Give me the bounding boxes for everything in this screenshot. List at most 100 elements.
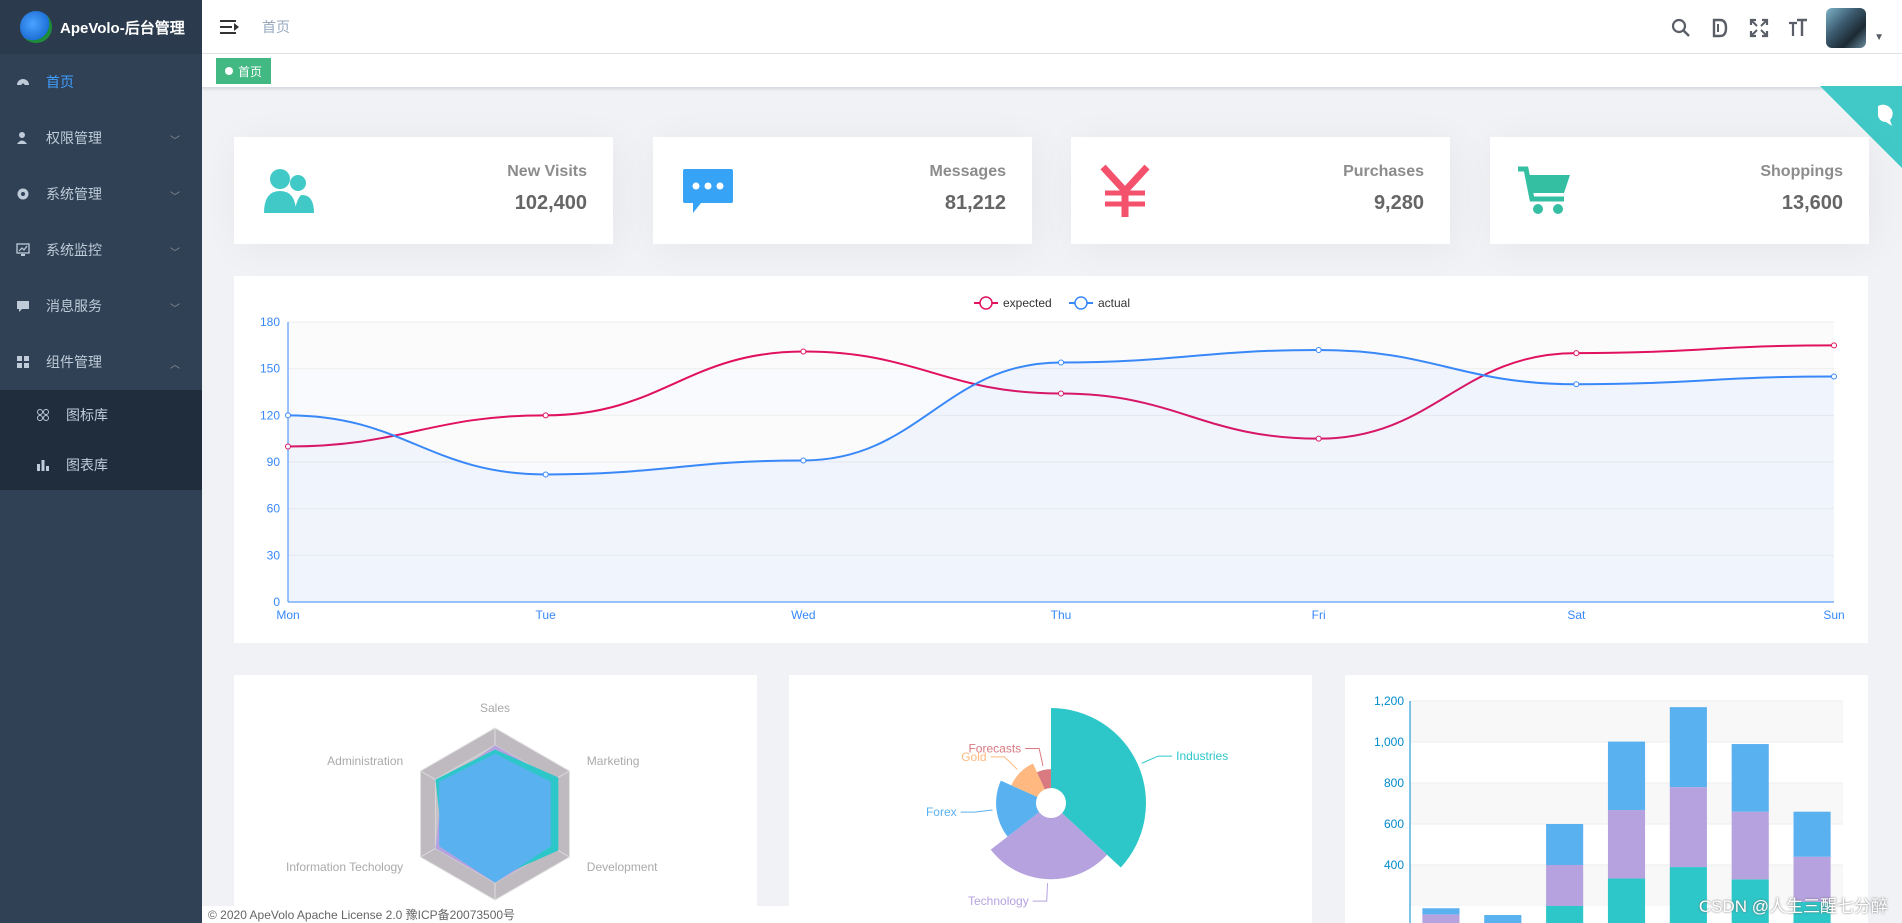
radar-series — [439, 753, 551, 883]
sidebar-item-monitor[interactable]: 系统监控 ﹀ — [0, 222, 202, 278]
footer: © 2020 ApeVolo Apache License 2.0 豫ICP备2… — [202, 906, 902, 923]
breadcrumb[interactable]: 首页 — [262, 18, 290, 35]
legend-marker — [1074, 296, 1088, 310]
radar-indicator-label: Administration — [327, 754, 403, 768]
pie-label: Technology — [968, 894, 1029, 908]
line-chart-panel: 0 30 60 90 120 150 180 Mon Tue Wed Thu Fri Sat Sun exp… — [234, 276, 1868, 643]
card-label: Messages — [929, 163, 1007, 180]
bar-segment — [1793, 811, 1831, 857]
pie-label: Forex — [926, 805, 957, 819]
fullscreen-icon[interactable] — [1748, 17, 1770, 39]
pie-label: Forecasts — [968, 741, 1021, 755]
bar-segment — [1793, 856, 1831, 902]
y-tick-label: 800 — [1384, 776, 1404, 790]
card-messages[interactable]: Messages 81,212 — [653, 137, 1032, 244]
legend-label: expected — [1003, 296, 1052, 310]
radar-indicator-label: Sales — [480, 701, 510, 715]
sidebar-item-components[interactable]: 组件管理 ︿ — [0, 334, 202, 390]
legend-label: actual — [1098, 296, 1130, 310]
y-tick-label: 400 — [1384, 858, 1404, 872]
sidebar-item-label: 首页 — [46, 74, 74, 90]
card-new-visits[interactable]: New Visits 102,400 — [234, 137, 613, 244]
search-icon[interactable] — [1670, 17, 1692, 39]
grid-band — [288, 508, 1834, 556]
pie-label-line — [1141, 755, 1173, 764]
card-value: 13,600 — [1781, 192, 1843, 214]
nav-right: ▼ — [1670, 8, 1884, 48]
document-icon[interactable] — [1709, 17, 1731, 39]
card-value: 9,280 — [1373, 192, 1424, 214]
sidebar-item-permission[interactable]: 权限管理 ﹀ — [0, 110, 202, 166]
y-tick-label: 60 — [267, 502, 281, 516]
pie-chart-panel: Industries Technology Forex Gold Forecasts — [789, 675, 1312, 923]
sidebar-item-label: 图标库 — [66, 407, 108, 423]
bar-chart-panel: 400 600 800 1,000 1,200 — [1345, 675, 1868, 923]
bar-segment — [1731, 811, 1769, 880]
radar-indicator-label: Development — [587, 860, 658, 874]
sidebar-item-label: 消息服务 — [46, 298, 102, 314]
bar-segment — [1607, 810, 1646, 879]
data-point — [1058, 390, 1064, 397]
data-point — [800, 457, 807, 464]
sidebar-item-home[interactable]: 首页 — [0, 54, 202, 110]
avatar[interactable] — [1826, 8, 1867, 48]
submenu-components: 图标库 图表库 — [0, 390, 202, 490]
bar-segment — [1669, 867, 1707, 923]
bar-segment — [1607, 878, 1646, 923]
sidebar-item-icons[interactable]: 图标库 — [0, 390, 202, 440]
card-value: 102,400 — [514, 192, 587, 214]
logo-icon — [20, 11, 52, 43]
bar-segment — [1546, 906, 1584, 923]
hamburger-icon[interactable] — [220, 19, 240, 35]
line-chart[interactable]: 0 30 60 90 120 150 180 Mon Tue Wed Thu Fri Sat Sun exp… — [234, 276, 1868, 643]
chevron-down-icon: ﹀ — [170, 248, 180, 259]
sidebar-item-label: 系统监控 — [46, 242, 102, 258]
radar-indicator-label: Marketing — [587, 754, 640, 768]
font-size-icon[interactable] — [1787, 17, 1809, 39]
sidebar: ApeVolo-后台管理 首页 权限管理 ﹀ 系统管理 ﹀ 系统监控 ﹀ 消息服… — [0, 0, 202, 923]
tag-home[interactable]: 首页 — [216, 58, 272, 84]
sidebar-item-system[interactable]: 系统管理 ﹀ — [0, 166, 202, 222]
pie-slice — [1051, 708, 1146, 868]
bar-segment — [1422, 908, 1460, 915]
logo[interactable]: ApeVolo-后台管理 — [0, 0, 202, 54]
y-tick-label: 120 — [260, 408, 280, 422]
chevron-down-icon: ﹀ — [170, 136, 180, 147]
x-tick-label: Sun — [1823, 608, 1844, 622]
caret-down-icon[interactable]: ▼ — [1874, 31, 1884, 43]
chevron-up-icon: ︿ — [170, 360, 180, 371]
x-tick-label: Thu — [1051, 608, 1072, 622]
pie-label-line — [960, 809, 993, 813]
bar-segment — [1484, 915, 1522, 923]
sidebar-item-charts[interactable]: 图表库 — [0, 440, 202, 490]
card-label: New Visits — [507, 163, 587, 180]
radar-chart[interactable]: SalesMarketingDevelopmentCustomer Suppor… — [234, 675, 757, 923]
sidebar-item-label: 组件管理 — [46, 354, 102, 370]
navbar: 首页 ▼ — [202, 0, 1902, 54]
active-dot-icon — [225, 67, 233, 75]
bar-segment — [1607, 741, 1646, 811]
github-corner-icon[interactable] — [1820, 86, 1902, 168]
user-icon — [16, 131, 30, 145]
y-tick-label: 30 — [267, 548, 281, 562]
card-value: 81,212 — [944, 192, 1006, 214]
pie-label: Gold — [961, 750, 986, 764]
people-icon — [264, 169, 314, 213]
message-icon — [683, 169, 733, 213]
tags-view: 首页 — [202, 54, 1902, 88]
sidebar-item-label: 系统管理 — [46, 186, 102, 202]
legend-marker — [979, 296, 993, 310]
card-purchases[interactable]: Purchases 9,280 — [1071, 137, 1450, 244]
sidebar-item-message[interactable]: 消息服务 ﹀ — [0, 278, 202, 334]
data-point — [285, 443, 291, 450]
x-tick-label: Wed — [791, 608, 815, 622]
tag-label: 首页 — [238, 64, 263, 79]
cart-icon — [1518, 166, 1570, 214]
y-tick-label: 180 — [260, 315, 280, 329]
radar-indicator-label: Information Techology — [286, 860, 403, 874]
bar-chart[interactable]: 400 600 800 1,000 1,200 — [1345, 675, 1868, 923]
data-point — [1315, 347, 1322, 353]
card-shoppings[interactable]: Shoppings 13,600 — [1490, 137, 1869, 244]
grid-icon — [16, 355, 30, 369]
